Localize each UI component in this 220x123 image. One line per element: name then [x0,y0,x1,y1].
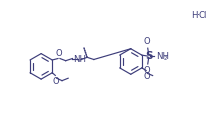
Text: NH: NH [156,52,169,61]
Text: O: O [53,77,59,86]
Text: S: S [145,51,153,61]
Text: H: H [191,11,197,20]
Text: $_2$: $_2$ [163,54,168,63]
Text: O: O [144,37,150,46]
Text: O: O [144,66,150,75]
Text: ·: · [197,10,200,20]
Text: O: O [56,49,62,58]
Text: NH: NH [73,55,86,64]
Text: Cl: Cl [199,11,207,20]
Text: O: O [143,72,150,81]
